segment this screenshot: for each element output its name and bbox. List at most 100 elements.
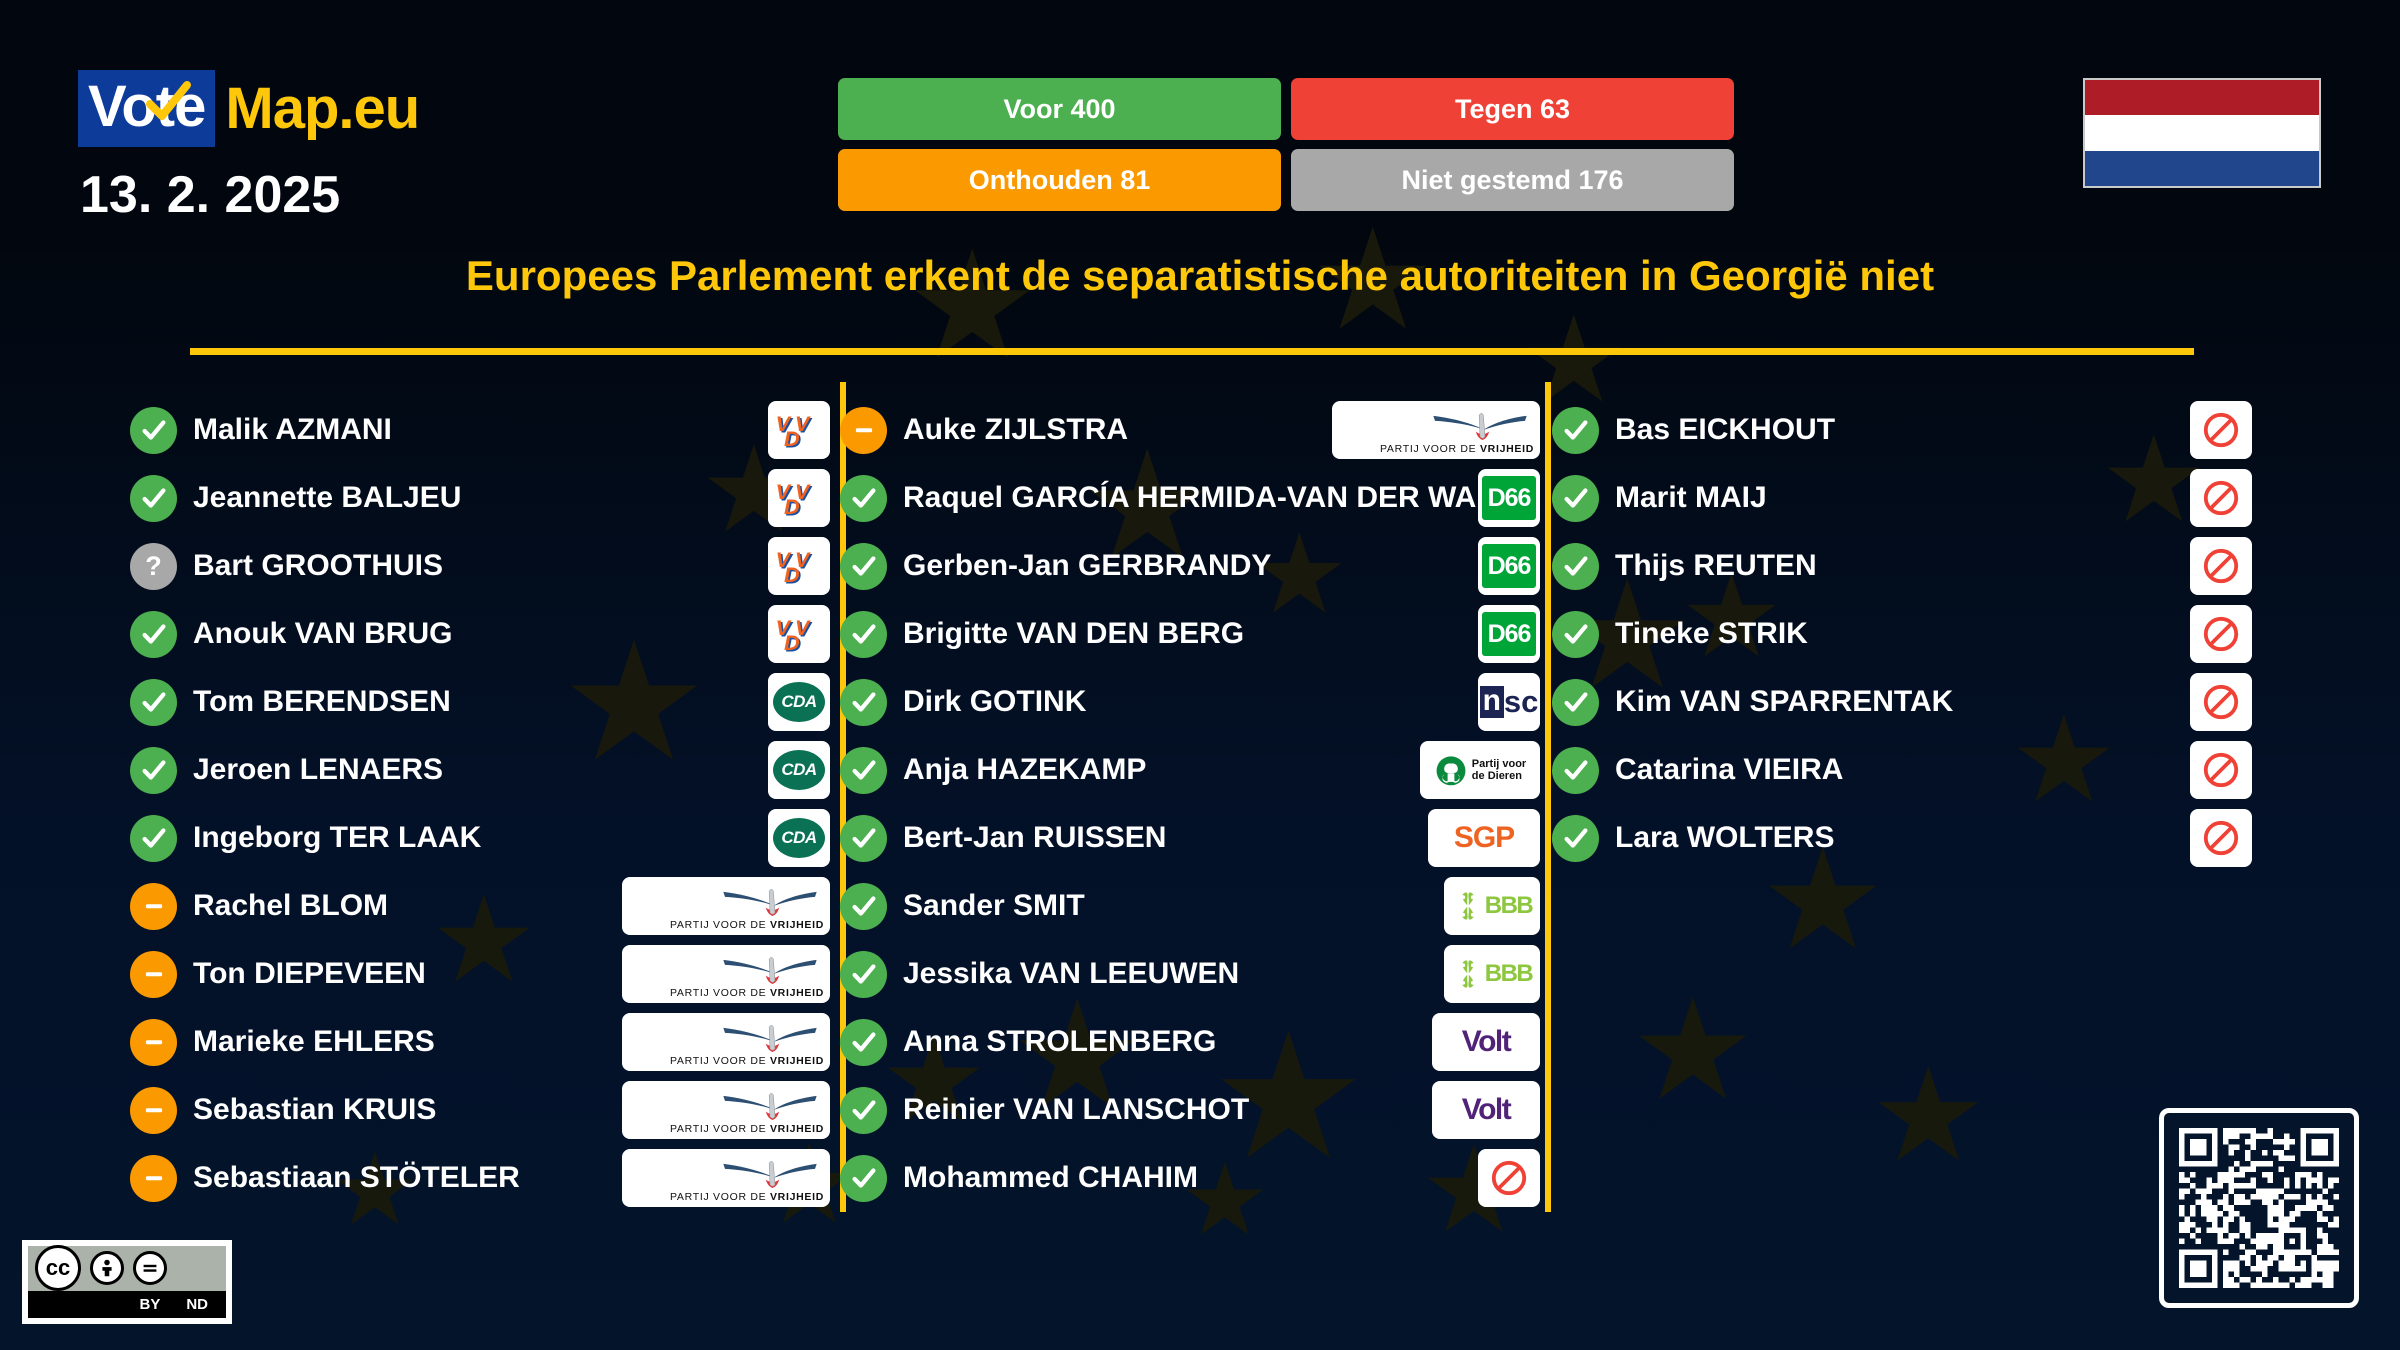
mep-row[interactable]: Catarina VIEIRA (1552, 736, 2252, 804)
svg-text:D: D (784, 426, 800, 450)
svg-text:V: V (797, 617, 813, 642)
mep-row[interactable]: Kim VAN SPARRENTAK (1552, 668, 2252, 736)
mep-row[interactable]: Gerben-Jan GERBRANDY D66 (840, 532, 1540, 600)
check-icon (840, 678, 887, 726)
mep-row[interactable]: Brigitte VAN DEN BERG D66 (840, 600, 1540, 668)
d66-logo: D66 (1478, 537, 1540, 595)
votemap-logo[interactable]: Vote Map.eu (78, 70, 420, 147)
svg-text:V: V (776, 411, 792, 436)
mep-row[interactable]: Ingeborg TER LAAK CDA (130, 804, 830, 872)
mep-row[interactable]: Sander SMIT BBB (840, 872, 1540, 940)
mep-row[interactable]: Raquel GARCÍA HERMIDA-VAN DER WAL D66 (840, 464, 1540, 532)
mep-name: Malik AZMANI (193, 413, 392, 446)
mep-row[interactable]: Jessika VAN LEEUWEN BBB (840, 940, 1540, 1008)
mep-row[interactable]: Marit MAIJ (1552, 464, 2252, 532)
no-logo-icon (2190, 809, 2252, 867)
mep-name: Ton DIEPEVEEN (193, 957, 426, 990)
svg-text:V: V (797, 413, 813, 438)
svg-text:V: V (776, 547, 792, 572)
minus-icon (130, 950, 177, 998)
mep-name: Mohammed CHAHIM (903, 1161, 1199, 1194)
mep-row[interactable]: Lara WOLTERS (1552, 804, 2252, 872)
minus-icon (130, 1086, 177, 1134)
qr-code[interactable] (2159, 1108, 2359, 1308)
vote-date: 13. 2. 2025 (80, 166, 341, 224)
mep-column-2: Auke ZIJLSTRA PARTIJ VOOR DE VRIJHEID Raqu… (840, 396, 1540, 1212)
svg-text:V: V (776, 479, 792, 504)
svg-text:V: V (777, 617, 793, 642)
mep-row[interactable]: Sebastiaan STÖTELER PARTIJ VOOR DE VRIJHE… (130, 1144, 830, 1212)
check-icon (840, 882, 887, 930)
mep-name: Anja HAZEKAMP (903, 753, 1147, 786)
cda-logo: CDA (768, 809, 830, 867)
mep-row[interactable]: Jeannette BALJEU V V V V D D (130, 464, 830, 532)
mep-row[interactable]: Rachel BLOM PARTIJ VOOR DE VRIJHEID (130, 872, 830, 940)
mep-row[interactable]: ? Bart GROOTHUIS V V V V D D (130, 532, 830, 600)
mep-row[interactable]: Reinier VAN LANSCHOT Volt (840, 1076, 1540, 1144)
cda-logo: CDA (768, 673, 830, 731)
mep-name: Reinier VAN LANSCHOT (903, 1093, 1250, 1126)
mep-row[interactable]: Ton DIEPEVEEN PARTIJ VOOR DE VRIJHEID (130, 940, 830, 1008)
check-icon (1552, 474, 1599, 522)
tally-onthouden[interactable]: Onthouden 81 (838, 149, 1281, 211)
svg-text:V: V (777, 413, 793, 438)
mep-name: Brigitte VAN DEN BERG (903, 617, 1245, 650)
mep-row[interactable]: Anna STROLENBERG Volt (840, 1008, 1540, 1076)
mep-name: Lara WOLTERS (1615, 821, 1835, 854)
mep-name: Rachel BLOM (193, 889, 389, 922)
mep-row[interactable]: Anja HAZEKAMP Partij voor de Dieren (840, 736, 1540, 804)
mep-row[interactable]: Thijs REUTEN (1552, 532, 2252, 600)
mep-row[interactable]: Bas EICKHOUT (1552, 396, 2252, 464)
d66-logo: D66 (1478, 469, 1540, 527)
svg-text:V: V (776, 615, 792, 640)
check-icon (1552, 542, 1599, 590)
volt-logo: Volt (1432, 1013, 1540, 1071)
mep-row[interactable]: Tineke STRIK (1552, 600, 2252, 668)
mep-column-3: Bas EICKHOUT Marit MAIJ Thijs REUTEN Tineke… (1552, 396, 2252, 872)
check-icon (130, 474, 177, 522)
no-logo-icon (2190, 469, 2252, 527)
mep-row[interactable]: Sebastian KRUIS PARTIJ VOOR DE VRIJHEID (130, 1076, 830, 1144)
no-logo-icon (2190, 537, 2252, 595)
nd-equals-icon (133, 1251, 167, 1286)
mep-row[interactable]: Marieke EHLERS PARTIJ VOOR DE VRIJHEID (130, 1008, 830, 1076)
svg-text:V: V (777, 549, 793, 574)
cda-logo: CDA (768, 741, 830, 799)
mep-name: Jeroen LENAERS (193, 753, 444, 786)
bbb-logo: BBB (1444, 945, 1540, 1003)
mep-row[interactable]: Dirk GOTINK n sc (840, 668, 1540, 736)
cc-label: cc (45, 1255, 71, 1281)
mep-name: Jeannette BALJEU (193, 481, 462, 514)
mep-row[interactable]: Bert-Jan RUISSEN SGP (840, 804, 1540, 872)
mep-row[interactable]: Tom BERENDSEN CDA (130, 668, 830, 736)
mep-name: Anouk VAN BRUG (193, 617, 453, 650)
creative-commons-by-nd-badge[interactable]: cc BY ND (22, 1240, 232, 1324)
check-icon (1552, 406, 1599, 454)
minus-icon (130, 1018, 177, 1066)
tally-niet-gestemd[interactable]: Niet gestemd 176 (1291, 149, 1734, 211)
cc-nd-label: ND (186, 1295, 208, 1313)
pvv-logo: PARTIJ VOOR DE VRIJHEID (622, 1149, 830, 1207)
mep-row[interactable]: Jeroen LENAERS CDA (130, 736, 830, 804)
mep-row[interactable]: Auke ZIJLSTRA PARTIJ VOOR DE VRIJHEID (840, 396, 1540, 464)
no-logo-icon (2190, 401, 2252, 459)
check-icon (1552, 610, 1599, 658)
mep-name: Tom BERENDSEN (193, 685, 451, 718)
check-icon (1552, 678, 1599, 726)
column-divider-2 (1545, 382, 1551, 1212)
mep-name: Marit MAIJ (1615, 481, 1767, 514)
check-icon (130, 610, 177, 658)
mep-row[interactable]: Mohammed CHAHIM (840, 1144, 1540, 1212)
tally-tegen[interactable]: Tegen 63 (1291, 78, 1734, 140)
svg-text:D: D (786, 564, 802, 587)
tally-voor[interactable]: Voor 400 (838, 78, 1281, 140)
mep-name: Sander SMIT (903, 889, 1085, 922)
by-person-icon (90, 1251, 124, 1286)
no-logo-icon (2190, 673, 2252, 731)
mep-row[interactable]: Malik AZMANI V V V V D D (130, 396, 830, 464)
pvv-logo: PARTIJ VOOR DE VRIJHEID (1332, 401, 1540, 459)
mep-row[interactable]: Anouk VAN BRUG V V V V D D (130, 600, 830, 668)
volt-logo: Volt (1432, 1081, 1540, 1139)
